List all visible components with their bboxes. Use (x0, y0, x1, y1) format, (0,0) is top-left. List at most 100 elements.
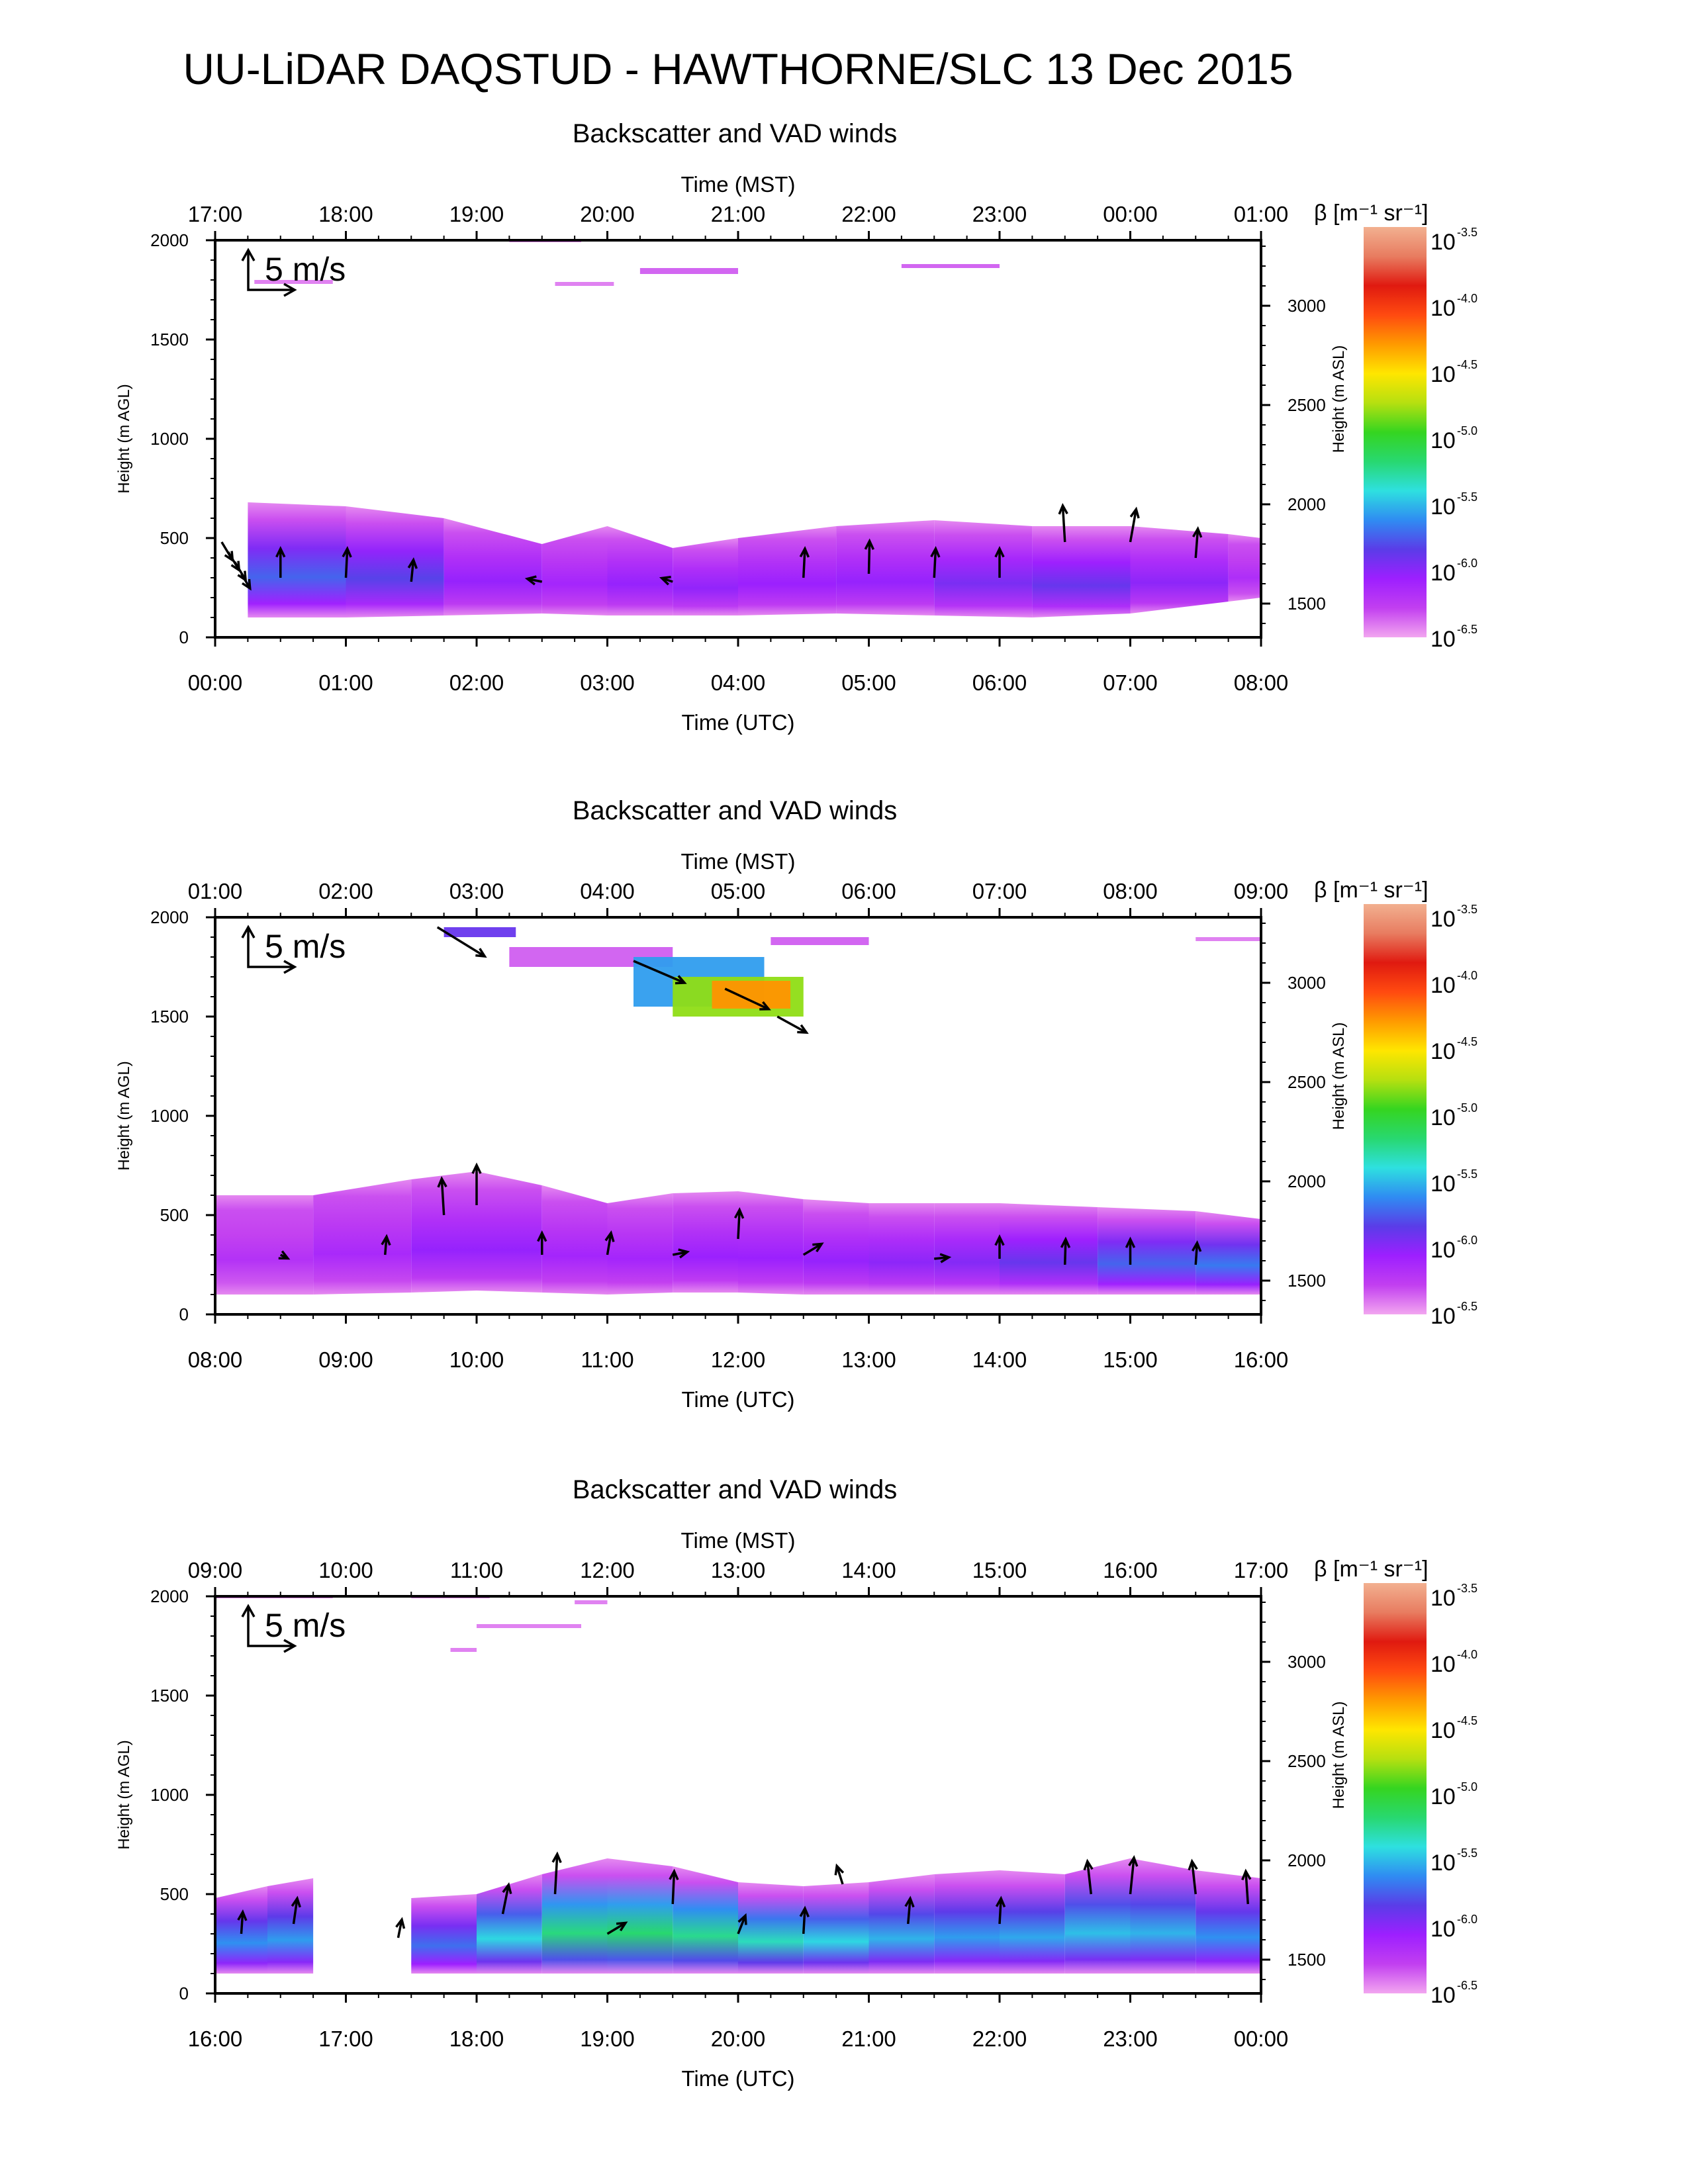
colorbar-label-exponent: -3.5 (1457, 903, 1477, 916)
colorbar-label-base: 10 (1430, 1238, 1456, 1263)
backscatter-layer-cell (1064, 1858, 1131, 1974)
x-tick-label-top: 10:00 (318, 1558, 373, 1582)
wind-arrow (384, 1236, 388, 1255)
x-tick-label-top: 11:00 (450, 1558, 503, 1582)
x-tick-label-top: 17:00 (188, 202, 243, 226)
right-y-tick-label: 3000 (1288, 1652, 1326, 1672)
wind-arrow-head (737, 1913, 747, 1925)
y-tick-label: 1000 (150, 1785, 189, 1805)
wind-arrow-head (1192, 1240, 1202, 1252)
wind-arrow-head (342, 545, 352, 558)
colorbar-label-exponent: -5.0 (1457, 424, 1477, 437)
wind-arrow (440, 1178, 445, 1216)
backscatter-patch (1196, 937, 1261, 941)
x-tick-label-top: 06:00 (841, 879, 896, 903)
wind-arrow (501, 1884, 510, 1915)
wind-arrow (1129, 509, 1138, 543)
y-tick-label: 2000 (150, 907, 189, 927)
x-tick-label: 16:00 (1234, 1347, 1289, 1372)
reference-arrow (247, 1608, 293, 1647)
right-y-axis-label: Height (m ASL) (1330, 1023, 1348, 1130)
x-tick-label-top: 23:00 (972, 202, 1027, 226)
x-tick-label-top: 07:00 (972, 879, 1027, 903)
colorbar-label-exponent: -5.5 (1457, 1846, 1477, 1860)
wind-arrow-head (994, 545, 1005, 558)
backscatter-patch (771, 937, 869, 945)
reference-label: 5 m/s (265, 251, 346, 288)
wind-arrow (776, 1015, 808, 1034)
colorbar-label-base: 10 (1430, 494, 1456, 520)
right-y-tick-label: 2000 (1288, 1850, 1326, 1870)
x-tick-label-top: 09:00 (188, 1558, 243, 1582)
x-axis-label: Time (UTC) (681, 1387, 794, 1412)
x-tick-label: 06:00 (972, 670, 1027, 695)
wind-arrow (633, 960, 685, 984)
right-y-axis-label: Height (m ASL) (1330, 1702, 1348, 1809)
colorbar-label-base: 10 (1430, 1304, 1456, 1329)
backscatter-layer-cell (673, 1191, 738, 1293)
backscatter-layer-cell (1196, 1211, 1261, 1295)
x-tick-label: 23:00 (1103, 2026, 1158, 2051)
y-tick-label: 500 (160, 1884, 189, 1904)
y-tick-label: 1000 (150, 1106, 189, 1126)
wind-arrow-head (939, 1253, 952, 1263)
colorbar-label-base: 10 (1430, 1105, 1456, 1130)
backscatter-patch (712, 981, 790, 1009)
reference-arrow-head-up (241, 248, 256, 261)
wind-arrow-head (291, 1895, 301, 1908)
backscatter-layer-cell (1098, 1207, 1196, 1295)
x-tick-label: 07:00 (1103, 670, 1158, 695)
wind-arrow-head (502, 1882, 512, 1894)
backscatter-layer-cell (1032, 526, 1131, 617)
backscatter-layer-cell (868, 1874, 935, 1974)
wind-arrow-head (395, 1917, 406, 1929)
wind-arrow (1064, 1239, 1067, 1265)
panel-title: Backscatter and VAD winds (573, 119, 898, 148)
wind-arrow (933, 548, 937, 578)
colorbar-label-exponent: -6.5 (1457, 623, 1477, 636)
colorbar-label-exponent: -6.0 (1457, 1234, 1477, 1247)
x-tick-label-top: 04:00 (580, 879, 635, 903)
backscatter-layer-cell (411, 1171, 477, 1293)
x-tick-label: 19:00 (580, 2026, 635, 2051)
plot-area (215, 926, 1261, 1295)
backscatter-patch (555, 282, 614, 286)
reference-arrow-head-up (241, 925, 256, 938)
x-tick-label-top: 21:00 (711, 202, 766, 226)
backscatter-layer-cell (673, 538, 738, 615)
wind-arrow (344, 548, 349, 578)
wind-arrow-head (733, 1206, 745, 1219)
y-tick-label: 1500 (150, 330, 189, 349)
colorbar-label-exponent: -5.5 (1457, 1167, 1477, 1181)
x-tick-label: 21:00 (841, 2026, 896, 2051)
x-tick-label: 12:00 (711, 1347, 766, 1372)
colorbar-label-exponent: -4.5 (1457, 1714, 1477, 1727)
backscatter-layer-cell (803, 1882, 869, 1974)
right-y-tick-label: 1500 (1288, 1271, 1326, 1291)
wind-arrow (410, 559, 415, 582)
wind-arrow (802, 1908, 806, 1934)
wind-arrow (1194, 1242, 1199, 1265)
wind-arrow-head (834, 1863, 845, 1876)
colorbar-label-exponent: -4.5 (1457, 358, 1477, 371)
y-axis-label: Height (m AGL) (115, 1061, 133, 1170)
colorbar-title: β [m⁻¹ sr⁻¹] (1314, 201, 1429, 226)
y-tick-label: 2000 (150, 230, 189, 250)
right-y-tick-label: 1500 (1288, 1950, 1326, 1970)
reference-arrow-head-up (241, 1604, 256, 1617)
backscatter-layer-cell (803, 1199, 869, 1295)
x-tick-label: 01:00 (318, 670, 373, 695)
y-tick-label: 500 (160, 1205, 189, 1225)
right-y-tick-label: 3000 (1288, 973, 1326, 993)
backscatter-layer-cell (541, 1185, 608, 1295)
wind-arrow-head (904, 1895, 915, 1908)
backscatter-layer-cell (1130, 1858, 1196, 1974)
wind-arrow-head (437, 1175, 447, 1188)
backscatter-patch (575, 1600, 608, 1604)
backscatter-layer-cell (1000, 1870, 1065, 1974)
wind-arrow-head (812, 1242, 824, 1253)
colorbar-label-base: 10 (1430, 362, 1456, 387)
wind-arrow-head (1192, 525, 1203, 538)
x-tick-label-top: 05:00 (711, 879, 766, 903)
backscatter-layer-cell (868, 1203, 935, 1295)
